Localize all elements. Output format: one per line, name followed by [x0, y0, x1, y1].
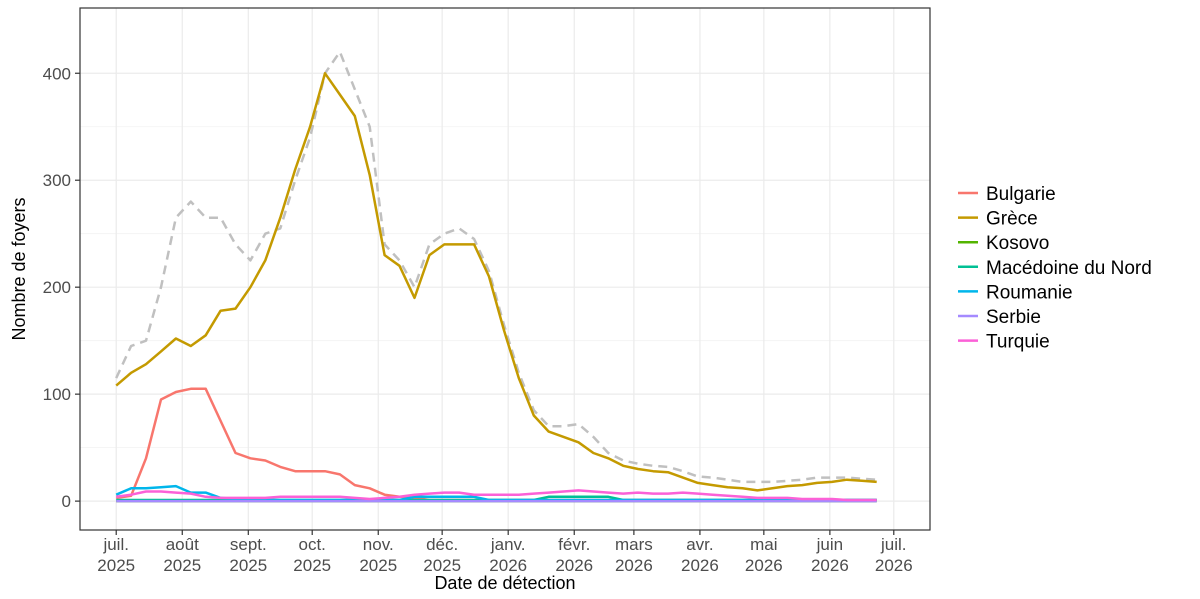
x-tick-label: juin 2026 — [811, 535, 849, 575]
legend-label: Grèce — [986, 209, 1038, 230]
y-tick-label: 200 — [43, 278, 71, 297]
line — [115, 72, 877, 492]
x-tick-label: sept. 2025 — [229, 535, 267, 575]
x-axis-title: Date de détection — [434, 573, 575, 593]
x-tick-label: mars 2026 — [615, 535, 653, 575]
plot-border — [79, 7, 931, 531]
y-tick-label: 0 — [62, 492, 71, 511]
legend-label: Roumanie — [986, 282, 1073, 303]
x-tick-label: févr. 2026 — [555, 535, 593, 575]
x-tick-label: mai 2026 — [745, 535, 783, 575]
x-tick-label: août 2025 — [163, 535, 201, 575]
line — [116, 489, 877, 502]
line — [115, 50, 877, 484]
x-tick-label: janv. 2026 — [489, 535, 527, 575]
legend-label: Kosovo — [986, 233, 1049, 254]
legend-label: Serbie — [986, 307, 1041, 328]
plot-panel — [80, 8, 930, 530]
y-tick-label: 100 — [43, 385, 71, 404]
x-tick-label: oct. 2025 — [293, 535, 331, 575]
x-tick-label: juil. 2026 — [875, 535, 913, 575]
legend-label: Turquie — [986, 332, 1050, 353]
y-axis-title: Nombre de foyers — [9, 197, 29, 340]
x-tick-label: avr. 2026 — [681, 535, 719, 575]
legend-label: Bulgarie — [986, 184, 1056, 205]
x-tick-label: nov. 2025 — [359, 535, 397, 575]
x-tick-label: déc. 2025 — [423, 535, 461, 575]
x-tick-label: juil. 2025 — [97, 535, 135, 575]
y-tick-label: 300 — [43, 171, 71, 190]
y-tick-label: 400 — [43, 64, 71, 83]
legend-label: Macédoine du Nord — [986, 258, 1152, 279]
